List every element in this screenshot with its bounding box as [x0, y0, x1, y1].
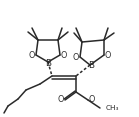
Text: O: O: [61, 51, 67, 60]
Text: O: O: [29, 51, 35, 60]
Text: O: O: [58, 95, 64, 104]
Text: B: B: [45, 58, 51, 68]
Text: B: B: [88, 62, 94, 71]
Text: CH₃: CH₃: [106, 105, 120, 111]
Text: O: O: [73, 53, 79, 62]
Text: O: O: [105, 51, 111, 60]
Text: O: O: [89, 95, 95, 104]
